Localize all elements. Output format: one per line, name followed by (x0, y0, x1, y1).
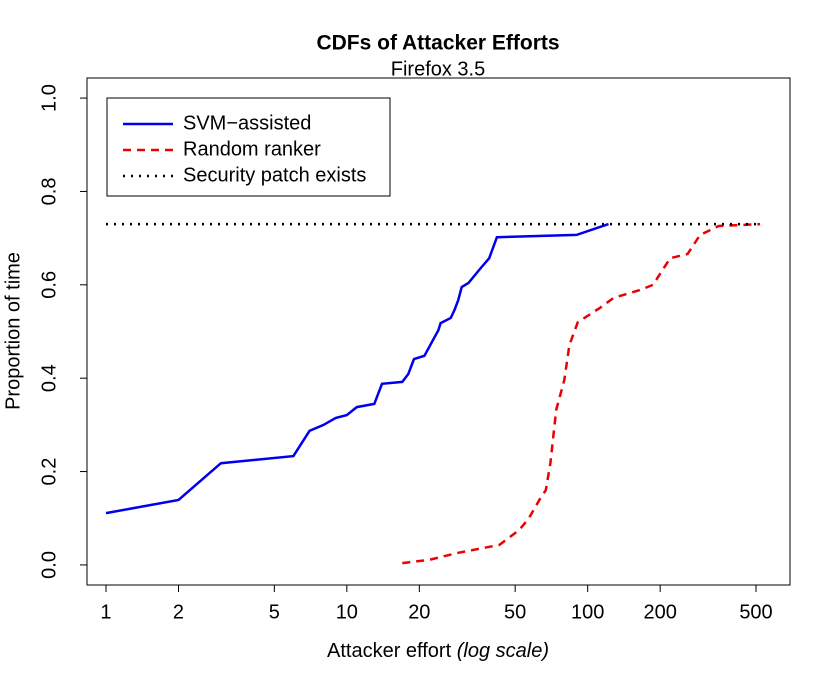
x-tick-label: 500 (739, 601, 772, 623)
x-axis-note: (log scale) (457, 640, 549, 662)
y-tick-label: 0.8 (38, 178, 60, 206)
x-axis-title: Attacker effort (log scale) (327, 640, 549, 662)
y-tick-label: 0.4 (38, 364, 60, 392)
x-tick-label: 1 (100, 601, 111, 623)
series-line (105, 222, 609, 515)
x-tick-label: 10 (336, 601, 358, 623)
axes (80, 97, 757, 592)
series-line (402, 222, 761, 565)
legend-label: Random ranker (183, 138, 321, 160)
x-axis-label: Attacker effort (327, 640, 452, 662)
x-tick-label: 100 (571, 601, 604, 623)
y-tick-label: 0.6 (38, 271, 60, 299)
legend-box (106, 97, 391, 197)
x-tick-label: 20 (408, 601, 430, 623)
y-tick-label: 0.2 (38, 458, 60, 486)
chart-title: CDFs of Attacker Efforts (316, 32, 559, 55)
x-tick-label: 5 (269, 601, 280, 623)
chart-subtitle: Firefox 3.5 (391, 58, 485, 80)
x-tick-label: 200 (643, 601, 676, 623)
x-tick-label: 50 (504, 601, 526, 623)
legend-label: Security patch exists (183, 164, 366, 186)
x-tick-label: 2 (173, 601, 184, 623)
legend-label: SVM−assisted (183, 112, 311, 134)
y-tick-label: 1.0 (38, 84, 60, 112)
y-tick-label: 0.0 (38, 551, 60, 579)
y-axis-title: Proportion of time (2, 252, 24, 410)
